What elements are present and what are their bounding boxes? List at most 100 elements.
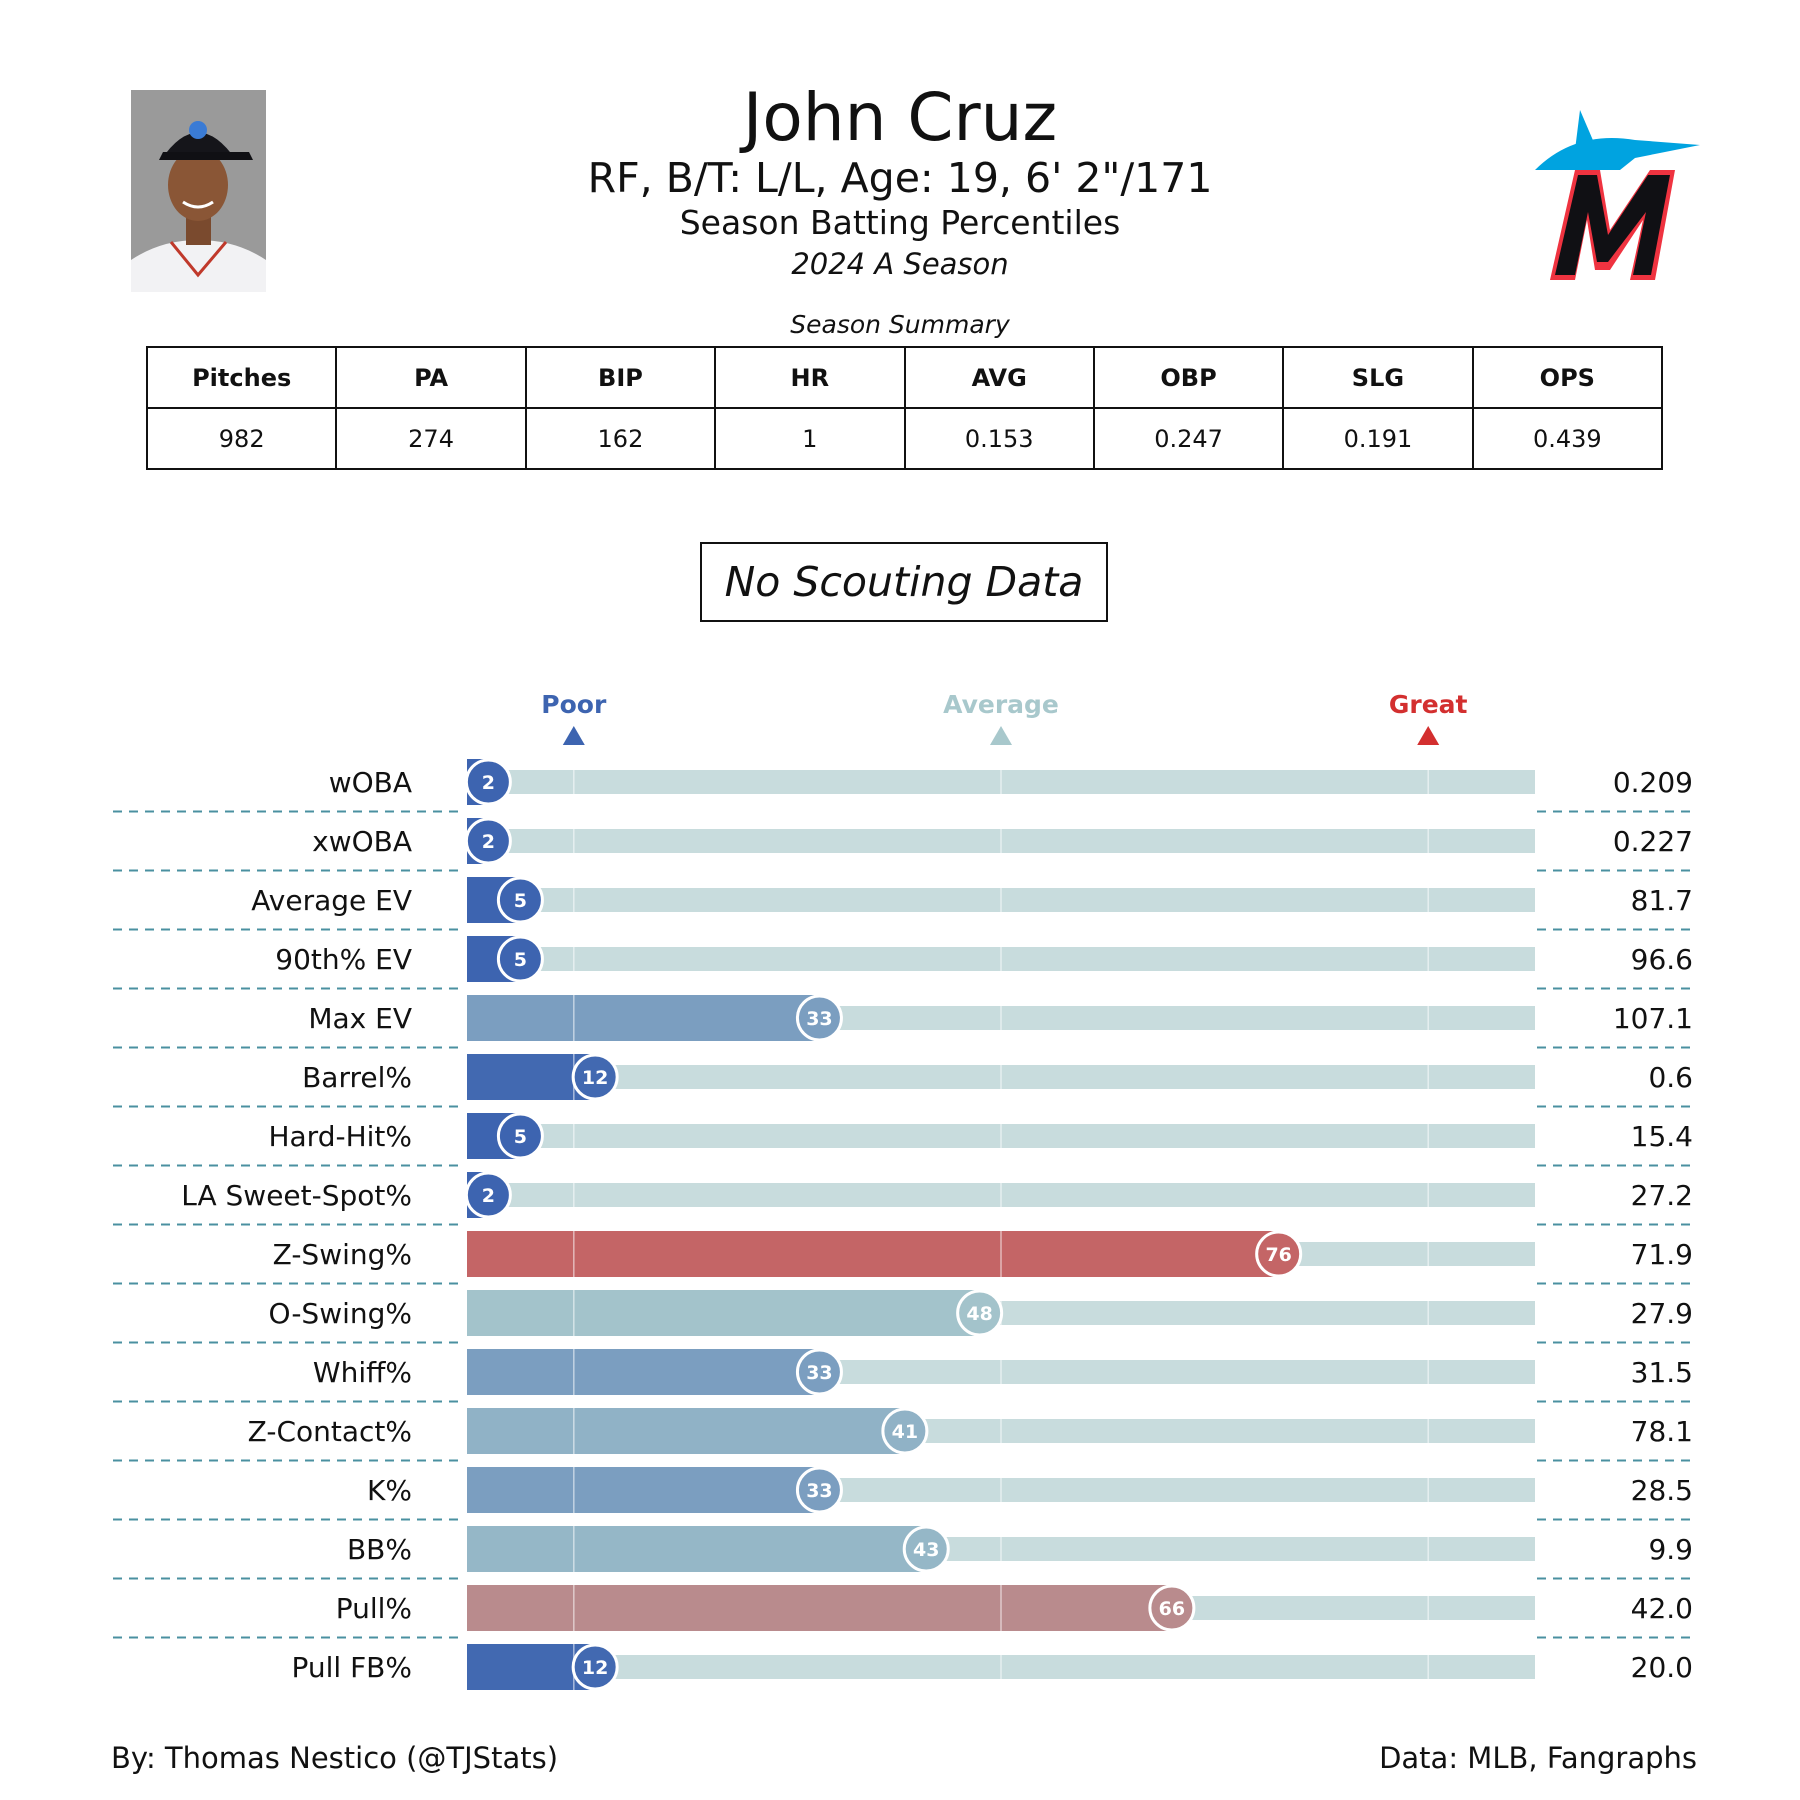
stat-value: 15.4 bbox=[1631, 1120, 1693, 1153]
metric-label: Pull% bbox=[336, 1592, 412, 1625]
percentile-marker bbox=[1255, 1230, 1303, 1278]
percentile-marker bbox=[571, 1053, 619, 1101]
stat-value: 0.6 bbox=[1648, 1061, 1693, 1094]
scale-label-poor: Poor bbox=[541, 690, 607, 719]
stat-value: 20.0 bbox=[1631, 1651, 1693, 1684]
percentile-marker bbox=[496, 935, 544, 983]
percentile-label: 41 bbox=[892, 1421, 918, 1443]
stat-value: 27.2 bbox=[1631, 1179, 1693, 1212]
percentile-label: 2 bbox=[482, 1185, 495, 1207]
percentile-label: 12 bbox=[582, 1067, 608, 1089]
summary-header-cell: HR bbox=[714, 346, 906, 409]
metric-label: Pull FB% bbox=[291, 1651, 412, 1684]
metric-label: Max EV bbox=[308, 1002, 412, 1035]
percentile-label: 5 bbox=[514, 890, 527, 912]
scale-label-great: Great bbox=[1389, 690, 1468, 719]
scale-marker-poor bbox=[562, 726, 585, 745]
chart-subtitle: Season Batting Percentiles bbox=[679, 203, 1121, 242]
percentile-label: 33 bbox=[806, 1008, 832, 1030]
metric-label: 90th% EV bbox=[275, 943, 412, 976]
percentile-marker bbox=[1148, 1584, 1196, 1632]
season-label: 2024 A Season bbox=[791, 247, 1009, 281]
percentile-label: 48 bbox=[966, 1303, 992, 1325]
percentile-label: 33 bbox=[806, 1362, 832, 1384]
metric-label: LA Sweet-Spot% bbox=[181, 1179, 412, 1212]
percentile-bar bbox=[467, 995, 820, 1041]
team-logo bbox=[1535, 110, 1700, 280]
stat-value: 27.9 bbox=[1631, 1297, 1693, 1330]
metric-label: wOBA bbox=[329, 766, 412, 799]
percentile-bar bbox=[467, 1408, 905, 1454]
season-summary-table: Pitches PA BIP HR AVG OBP SLG OPS 982 27… bbox=[145, 346, 1664, 470]
percentile-bar bbox=[467, 1585, 1172, 1631]
summary-value-cell: 0.439 bbox=[1471, 407, 1664, 470]
metric-label: Hard-Hit% bbox=[268, 1120, 412, 1153]
percentile-label: 2 bbox=[482, 831, 495, 853]
percentile-marker bbox=[464, 758, 512, 806]
summary-value-cell: 274 bbox=[335, 407, 527, 470]
scale-marker-average bbox=[990, 726, 1012, 745]
stat-value: 96.6 bbox=[1631, 943, 1693, 976]
metric-label: Z-Contact% bbox=[248, 1415, 412, 1448]
summary-title: Season Summary bbox=[790, 310, 1010, 339]
stat-value: 0.209 bbox=[1613, 766, 1693, 799]
metric-label: Barrel% bbox=[302, 1061, 412, 1094]
player-name: John Cruz bbox=[742, 79, 1058, 156]
percentile-marker bbox=[795, 1348, 843, 1396]
percentile-marker bbox=[571, 1643, 619, 1691]
stat-value: 71.9 bbox=[1631, 1238, 1693, 1271]
percentile-label: 12 bbox=[582, 1657, 608, 1679]
summary-header-cell: OPS bbox=[1471, 346, 1664, 409]
stat-value: 81.7 bbox=[1631, 884, 1693, 917]
summary-header-cell: PA bbox=[335, 346, 527, 409]
footer-source: Data: MLB, Fangraphs bbox=[1379, 1741, 1697, 1775]
summary-value-cell: 0.153 bbox=[903, 407, 1095, 470]
percentile-label: 2 bbox=[482, 772, 495, 794]
metric-label: K% bbox=[367, 1474, 412, 1507]
percentile-marker bbox=[464, 817, 512, 865]
metric-label: Average EV bbox=[251, 884, 412, 917]
metric-label: Z-Swing% bbox=[273, 1238, 412, 1271]
player-photo bbox=[131, 90, 266, 292]
stat-value: 31.5 bbox=[1631, 1356, 1693, 1389]
percentile-label: 33 bbox=[806, 1480, 832, 1502]
percentile-bar bbox=[467, 1349, 820, 1395]
summary-header-cell: BIP bbox=[524, 346, 717, 409]
percentile-label: 66 bbox=[1159, 1598, 1185, 1620]
percentile-bar bbox=[467, 1526, 927, 1572]
metric-label: Whiff% bbox=[313, 1356, 412, 1389]
percentile-label: 43 bbox=[913, 1539, 939, 1561]
metric-label: O-Swing% bbox=[269, 1297, 413, 1330]
stat-value: 0.227 bbox=[1613, 825, 1693, 858]
metric-label: BB% bbox=[347, 1533, 412, 1566]
summary-value-cell: 0.191 bbox=[1282, 407, 1474, 470]
percentile-bar bbox=[467, 1467, 820, 1513]
footer-credit: By: Thomas Nestico (@TJStats) bbox=[111, 1741, 559, 1775]
percentile-marker bbox=[496, 876, 544, 924]
percentile-bar bbox=[467, 1231, 1279, 1277]
stat-value: 78.1 bbox=[1631, 1415, 1693, 1448]
stat-value: 107.1 bbox=[1613, 1002, 1693, 1035]
percentile-marker bbox=[881, 1407, 929, 1455]
player-bio: RF, B/T: L/L, Age: 19, 6' 2"/171 bbox=[587, 154, 1213, 202]
scouting-box: No Scouting Data bbox=[700, 542, 1108, 622]
percentile-bar bbox=[467, 1290, 980, 1336]
scale-label-average: Average bbox=[943, 690, 1059, 719]
summary-header-cell: AVG bbox=[903, 346, 1095, 409]
summary-value-cell: 162 bbox=[524, 407, 717, 470]
summary-header-cell: OBP bbox=[1092, 346, 1285, 409]
percentile-label: 76 bbox=[1265, 1244, 1291, 1266]
stat-value: 42.0 bbox=[1631, 1592, 1693, 1625]
percentile-marker bbox=[795, 1466, 843, 1514]
percentile-marker bbox=[795, 994, 843, 1042]
metric-label: xwOBA bbox=[312, 825, 412, 858]
stat-value: 28.5 bbox=[1631, 1474, 1693, 1507]
percentile-marker bbox=[464, 1171, 512, 1219]
percentile-marker bbox=[496, 1112, 544, 1160]
summary-value-cell: 1 bbox=[714, 407, 906, 470]
summary-value-cell: 982 bbox=[145, 407, 338, 470]
percentile-marker bbox=[956, 1289, 1004, 1337]
summary-header-row: Pitches PA BIP HR AVG OBP SLG OPS bbox=[145, 346, 1664, 409]
summary-header-cell: Pitches bbox=[145, 346, 338, 409]
